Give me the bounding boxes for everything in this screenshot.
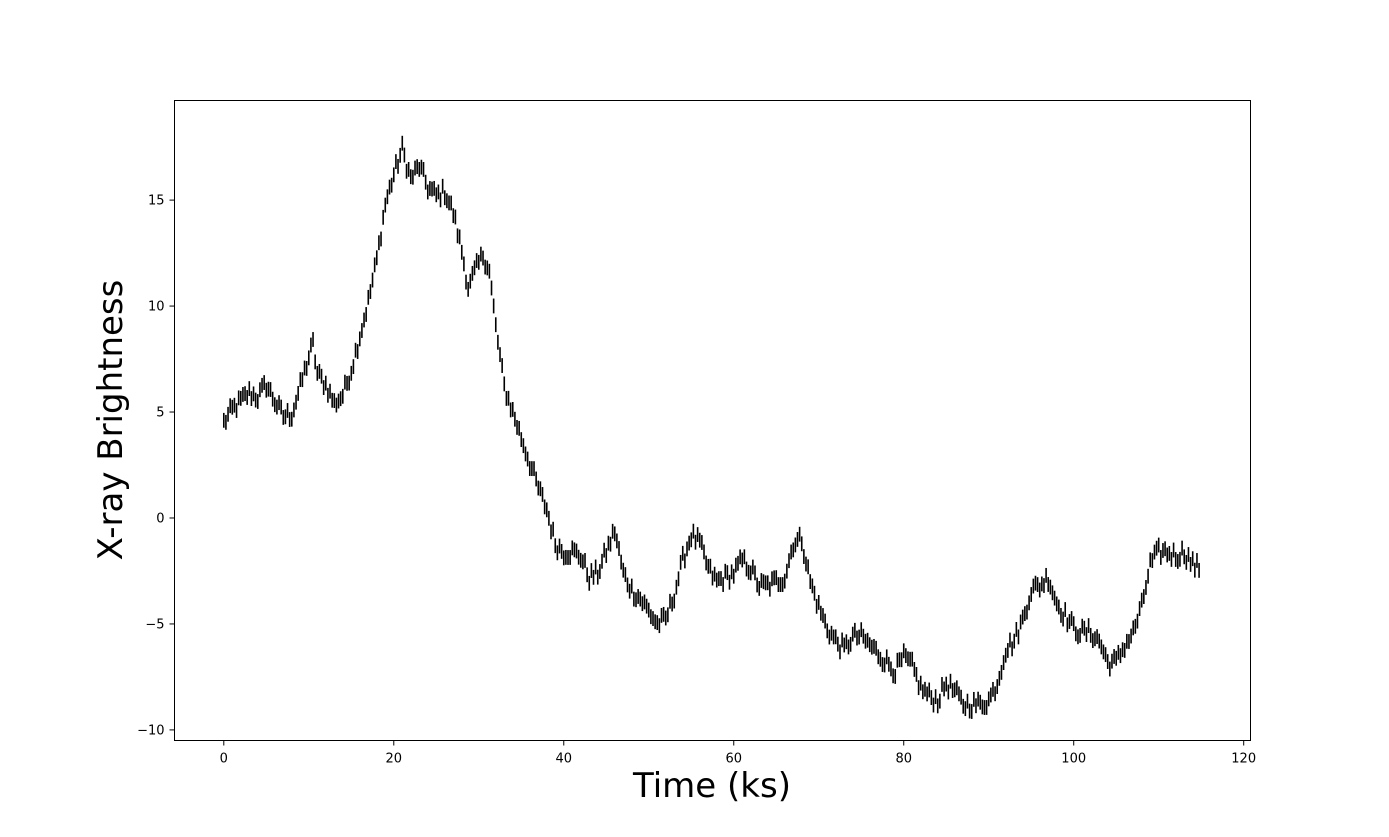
y-tick-label: 15	[148, 194, 165, 209]
x-tick-label: 0	[220, 752, 228, 767]
y-tick-label: 10	[148, 300, 165, 315]
x-tick-label: 100	[1061, 752, 1086, 767]
x-axis-label: Time (ks)	[632, 766, 791, 806]
data-marks	[222, 135, 1200, 719]
y-tick-label: −5	[145, 617, 164, 632]
axes-frame	[174, 100, 1251, 741]
x-tick-label: 40	[555, 752, 572, 767]
y-tick-label: −10	[137, 723, 164, 738]
x-tick-label: 120	[1231, 752, 1256, 767]
y-tick-label: 0	[156, 511, 164, 526]
y-tick-label: 5	[156, 406, 164, 421]
y-axis-label: X-ray Brightness	[91, 280, 131, 561]
x-axis-ticks: 0 20 40 60 80 100 120	[220, 740, 1256, 767]
x-tick-label: 20	[386, 752, 403, 767]
x-tick-label: 80	[895, 752, 912, 767]
x-tick-label: 60	[725, 752, 742, 767]
y-axis-ticks: −10 −5 0 5 10 15	[137, 194, 175, 738]
